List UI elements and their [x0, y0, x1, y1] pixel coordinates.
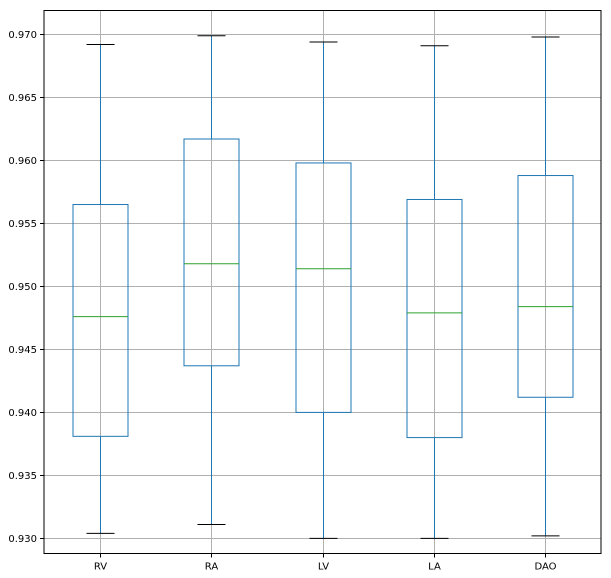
- y-tick-label: 0.950: [8, 282, 37, 293]
- iqr-box: [183, 138, 240, 367]
- x-axis: RV RA LV LA DAO: [94, 553, 557, 573]
- box-group-ra: [183, 35, 240, 526]
- y-tick-label: 0.940: [8, 408, 37, 419]
- iqr-box: [517, 175, 574, 398]
- y-tick-label: 0.965: [8, 93, 37, 104]
- plot-frame: [43, 10, 602, 554]
- y-tick-label: 0.960: [8, 156, 37, 167]
- y-tick-label: 0.970: [8, 30, 37, 41]
- iqr-box: [406, 198, 463, 439]
- iqr-box: [72, 204, 129, 437]
- y-tick-label: 0.935: [8, 471, 37, 482]
- y-tick-label: 0.955: [8, 219, 37, 230]
- x-tick-label: RV: [94, 562, 107, 573]
- box-group-dao: [517, 36, 574, 537]
- box-group-lv: [295, 41, 352, 539]
- box-group-la: [406, 45, 463, 539]
- x-tick-label: RA: [205, 562, 219, 573]
- x-tick-label: DAO: [534, 562, 556, 573]
- boxes-layer: [72, 35, 574, 539]
- y-axis: 0.930 0.935 0.940 0.945 0.950 0.955 0.960 0.965…: [8, 30, 44, 545]
- box-group-rv: [72, 44, 129, 534]
- x-tick-label: LA: [428, 562, 441, 573]
- y-tick-label: 0.930: [8, 534, 37, 545]
- y-tick-label: 0.945: [8, 345, 37, 356]
- x-tick-label: LV: [318, 562, 329, 573]
- iqr-box: [295, 162, 352, 413]
